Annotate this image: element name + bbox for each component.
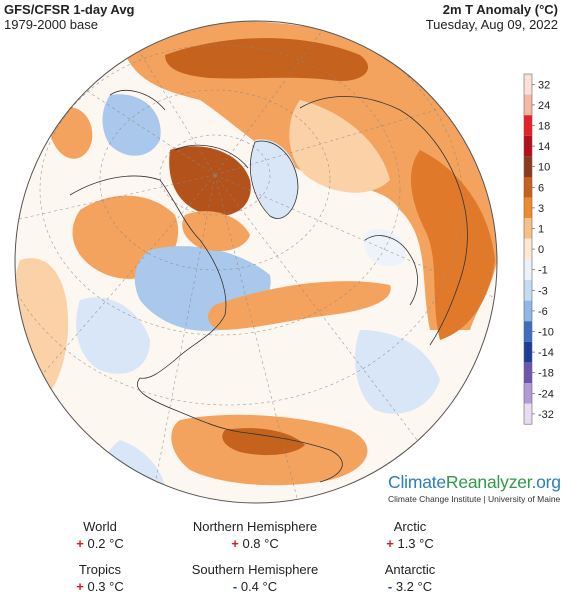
legend-swatch <box>524 321 532 342</box>
africa-cool-region <box>355 330 440 414</box>
stat-southern-hemisphere: Southern Hemisphere - 0.4 °C <box>180 561 330 595</box>
legend-swatch <box>524 341 532 363</box>
legend-tick-label: -1 <box>538 265 548 277</box>
atlantic-warm-streak <box>208 281 391 330</box>
model-title: GFS/CFSR 1-day Avg <box>4 2 135 17</box>
brand-part-org: .org <box>531 472 561 492</box>
stat-sign: + <box>231 536 239 551</box>
legend-tick-label: 6 <box>538 182 544 194</box>
stat-value: + 0.8 °C <box>231 536 279 551</box>
stat-label: Southern Hemisphere <box>191 562 319 577</box>
southeast-na-cool-region <box>76 297 150 374</box>
legend-swatch <box>524 362 532 383</box>
brand-part-climate: Climate <box>388 472 446 492</box>
legend-tick-label: -3 <box>538 285 548 297</box>
stat-antarctic: Antarctic - 3.2 °C <box>370 561 450 595</box>
legend-swatch <box>524 94 532 116</box>
legend-swatch <box>524 177 532 198</box>
stat-sign: - <box>232 579 238 594</box>
baseline-subtitle: 1979-2000 base <box>4 17 98 32</box>
legend-swatch <box>524 238 532 260</box>
legend-tick-label: -32 <box>538 409 554 421</box>
alaska-cool-region <box>102 94 161 156</box>
siberia-hot-region <box>165 38 369 81</box>
legend-tick-label: -24 <box>538 388 554 400</box>
legend-swatch <box>524 135 532 157</box>
brand-logo[interactable]: ClimateReanalyzer.org <box>388 472 561 493</box>
brand-part-reanalyzer: Reanalyzer <box>445 472 532 492</box>
stat-world: World + 0.2 °C <box>60 518 140 552</box>
stat-northern-hemisphere: Northern Hemisphere + 0.8 °C <box>180 518 330 552</box>
legend-tick-label: 3 <box>538 203 544 215</box>
stat-label: Antarctic <box>384 562 436 577</box>
stat-sign: + <box>76 536 84 551</box>
globe-outline <box>14 20 498 504</box>
stat-label: World <box>83 519 117 534</box>
greenland-cool-region <box>250 139 299 219</box>
stat-sign: + <box>76 579 84 594</box>
stat-value: + 0.3 °C <box>76 579 124 594</box>
legend-swatch <box>524 300 532 322</box>
eurasia-warm-region <box>120 21 497 330</box>
stat-label: Arctic <box>393 519 427 534</box>
brand-subtitle: Climate Change Institute | University of… <box>388 494 561 504</box>
legend-tick-label: -6 <box>538 306 548 318</box>
date-label: Tuesday, Aug 09, 2022 <box>425 17 558 32</box>
graticule <box>15 21 497 503</box>
legend-tick-label: -18 <box>538 368 554 380</box>
legend-swatch <box>524 403 532 425</box>
legend-tick-label: -10 <box>538 327 554 339</box>
central-asia-light-region <box>289 100 390 193</box>
legend-tick-label: -14 <box>538 347 554 359</box>
legend-swatch <box>524 156 532 177</box>
legend-tick-label: 1 <box>538 224 544 236</box>
variable-title: 2m T Anomaly (°C) <box>442 2 558 17</box>
stat-arctic: Arctic + 1.3 °C <box>370 518 450 552</box>
legend-tick-label: 18 <box>538 121 550 133</box>
south-america-hot-region <box>222 428 305 456</box>
legend-tick-label: 14 <box>538 141 550 153</box>
stat-label: Tropics <box>78 562 122 577</box>
legend-swatch <box>524 280 532 301</box>
legend-swatch <box>524 115 532 136</box>
hudson-warm-region <box>182 211 250 252</box>
east-asia-warm-region <box>410 150 495 340</box>
stat-value: + 1.3 °C <box>386 536 434 551</box>
legend-tick-label: 10 <box>538 162 550 174</box>
stat-sign: - <box>387 579 393 594</box>
stat-value: - 3.2 °C <box>387 579 433 594</box>
legend-swatch <box>524 197 532 219</box>
legend-swatch <box>524 74 532 95</box>
coastlines <box>69 90 468 483</box>
stat-label: Northern Hemisphere <box>192 519 318 534</box>
header-right: 2m T Anomaly (°C) Tuesday, Aug 09, 2022 <box>426 2 558 32</box>
legend-swatch <box>524 259 532 280</box>
legend-swatch <box>524 218 532 239</box>
stat-value: + 0.2 °C <box>76 536 124 551</box>
europe-cool-patch <box>363 229 406 267</box>
legend-tick-label: 32 <box>538 79 550 91</box>
legend-tick-label: 24 <box>538 100 550 112</box>
stat-tropics: Tropics + 0.3 °C <box>60 561 140 595</box>
header-left: GFS/CFSR 1-day Avg 1979-2000 base <box>4 2 135 32</box>
stat-sign: + <box>386 536 394 551</box>
legend-tick-label: 0 <box>538 244 544 256</box>
legend-swatch <box>524 383 532 404</box>
stat-value: - 0.4 °C <box>232 579 278 594</box>
